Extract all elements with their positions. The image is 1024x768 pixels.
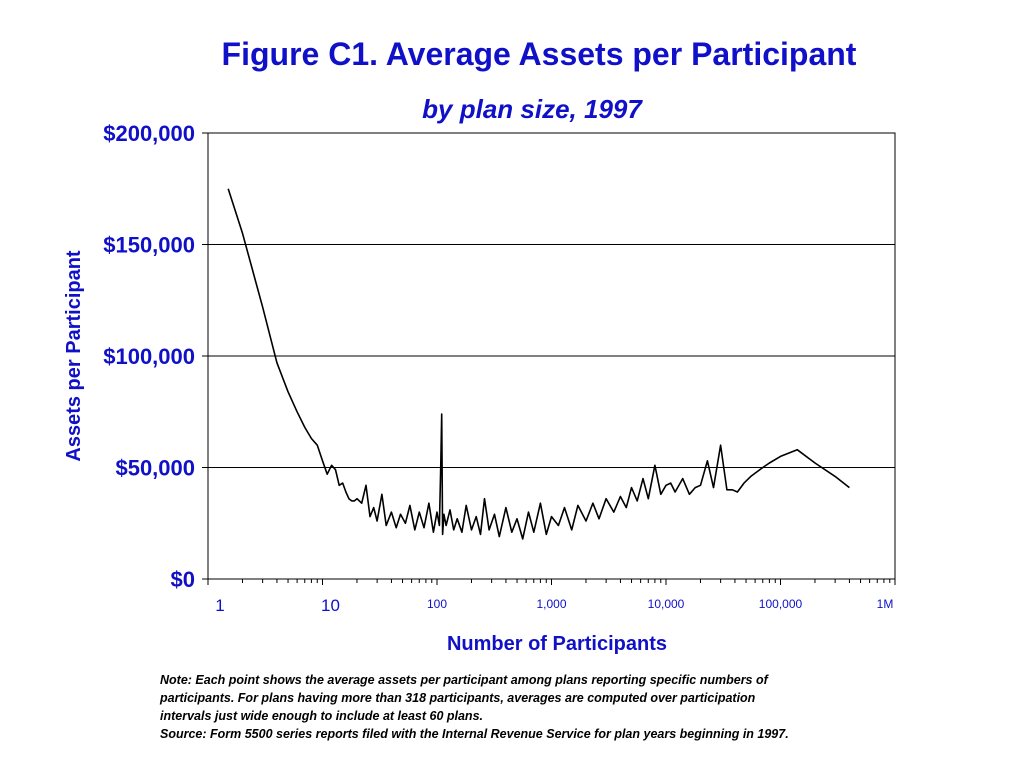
series-line xyxy=(227,188,850,540)
chart-title: Figure C1. Average Assets per Participan… xyxy=(221,36,857,72)
note-line-1: Note: Each point shows the average asset… xyxy=(160,673,768,687)
y-tick-label: $0 xyxy=(171,567,195,592)
x-tick-label: 1,000 xyxy=(536,597,566,611)
x-tick-label: 100,000 xyxy=(759,597,803,611)
note-line-3: intervals just wide enough to include at… xyxy=(160,709,483,723)
y-tick-label: $200,000 xyxy=(103,121,195,146)
chart-subtitle: by plan size, 1997 xyxy=(422,94,642,124)
y-axis-label: Assets per Participant xyxy=(63,250,85,462)
x-tick-label: 1 xyxy=(215,596,224,615)
x-tick-label: 10 xyxy=(321,596,340,615)
note-line-2: participants. For plans having more than… xyxy=(160,691,756,705)
x-axis-label: Number of Participants xyxy=(447,633,667,655)
x-tick-label: 100 xyxy=(427,597,447,611)
x-tick-label: 1M xyxy=(877,597,894,611)
x-tick-label: 10,000 xyxy=(648,597,685,611)
note-source: Source: Form 5500 series reports filed w… xyxy=(160,727,789,741)
y-tick-label: $150,000 xyxy=(103,233,195,258)
chart-note: Note: Each point shows the average asset… xyxy=(160,671,920,743)
y-tick-label: $50,000 xyxy=(115,456,195,481)
y-tick-label: $100,000 xyxy=(103,344,195,369)
